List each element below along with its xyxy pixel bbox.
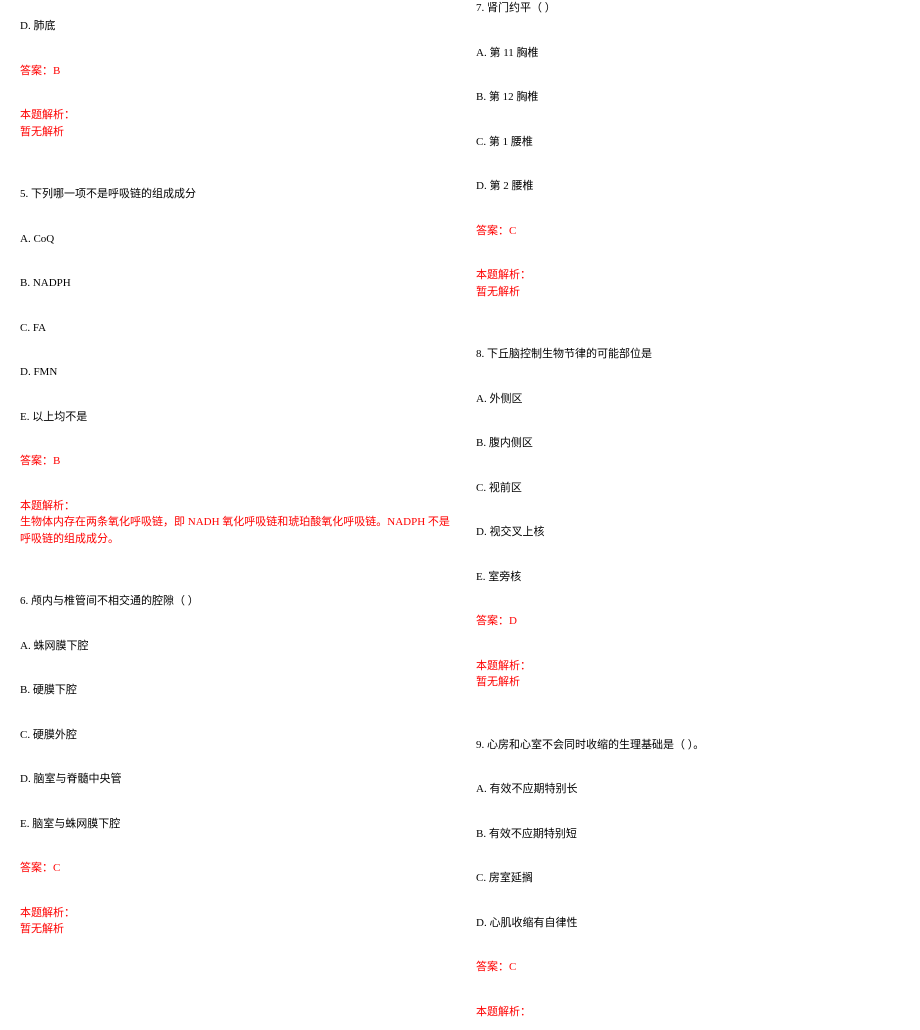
q4-option-d: D. 肺底: [20, 18, 450, 35]
q5-analysis-label: 本题解析：: [20, 498, 450, 515]
q5-answer: 答案：B: [20, 453, 450, 470]
q7-option-d: D. 第 2 腰椎: [476, 178, 906, 195]
q7-analysis-text: 暂无解析: [476, 284, 906, 301]
q8-option-b: B. 腹内侧区: [476, 435, 906, 452]
q5-option-e: E. 以上均不是: [20, 409, 450, 426]
q9-option-d: D. 心肌收缩有自律性: [476, 915, 906, 932]
q6-option-d: D. 脑室与脊髓中央管: [20, 771, 450, 788]
q9-option-b: B. 有效不应期特别短: [476, 826, 906, 843]
q7-analysis-label: 本题解析：: [476, 267, 906, 284]
q6-answer: 答案：C: [20, 860, 450, 877]
q7-option-a: A. 第 11 胸椎: [476, 45, 906, 62]
q6-option-b: B. 硬膜下腔: [20, 682, 450, 699]
q6-option-c: C. 硬膜外腔: [20, 727, 450, 744]
q5-analysis-text: 生物体内存在两条氧化呼吸链，即 NADH 氧化呼吸链和琥珀酸氧化呼吸链。NADP…: [20, 514, 450, 547]
q9-option-a: A. 有效不应期特别长: [476, 781, 906, 798]
q9-title: 9. 心房和心室不会同时收缩的生理基础是（ ）。: [476, 737, 906, 754]
q5-option-b: B. NADPH: [20, 275, 450, 292]
q5-title: 5. 下列哪一项不是呼吸链的组成成分: [20, 186, 450, 203]
q8-option-c: C. 视前区: [476, 480, 906, 497]
q7-answer: 答案：C: [476, 223, 906, 240]
q8-option-e: E. 室旁核: [476, 569, 906, 586]
q4-analysis-label: 本题解析：: [20, 107, 450, 124]
q6-option-e: E. 脑室与蛛网膜下腔: [20, 816, 450, 833]
q8-answer: 答案：D: [476, 613, 906, 630]
q8-option-d: D. 视交叉上核: [476, 524, 906, 541]
q9-analysis-label: 本题解析：: [476, 1004, 906, 1021]
q5-option-a: A. CoQ: [20, 231, 450, 248]
q7-option-b: B. 第 12 胸椎: [476, 89, 906, 106]
q4-answer: 答案：B: [20, 63, 450, 80]
q4-analysis-text: 暂无解析: [20, 124, 450, 141]
q8-analysis-text: 暂无解析: [476, 674, 906, 691]
q8-option-a: A. 外侧区: [476, 391, 906, 408]
q9-answer: 答案：C: [476, 959, 906, 976]
q8-title: 8. 下丘脑控制生物节律的可能部位是: [476, 346, 906, 363]
q5-option-d: D. FMN: [20, 364, 450, 381]
q6-analysis-label: 本题解析：: [20, 905, 450, 922]
q8-analysis-label: 本题解析：: [476, 658, 906, 675]
q6-analysis-text: 暂无解析: [20, 921, 450, 938]
q7-option-c: C. 第 1 腰椎: [476, 134, 906, 151]
q9-option-c: C. 房室延搁: [476, 870, 906, 887]
q5-option-c: C. FA: [20, 320, 450, 337]
q6-option-a: A. 蛛网膜下腔: [20, 638, 450, 655]
q6-title: 6. 颅内与椎管间不相交通的腔隙（ ）: [20, 593, 450, 610]
q7-title: 7. 肾门约平（ ）: [476, 0, 906, 17]
